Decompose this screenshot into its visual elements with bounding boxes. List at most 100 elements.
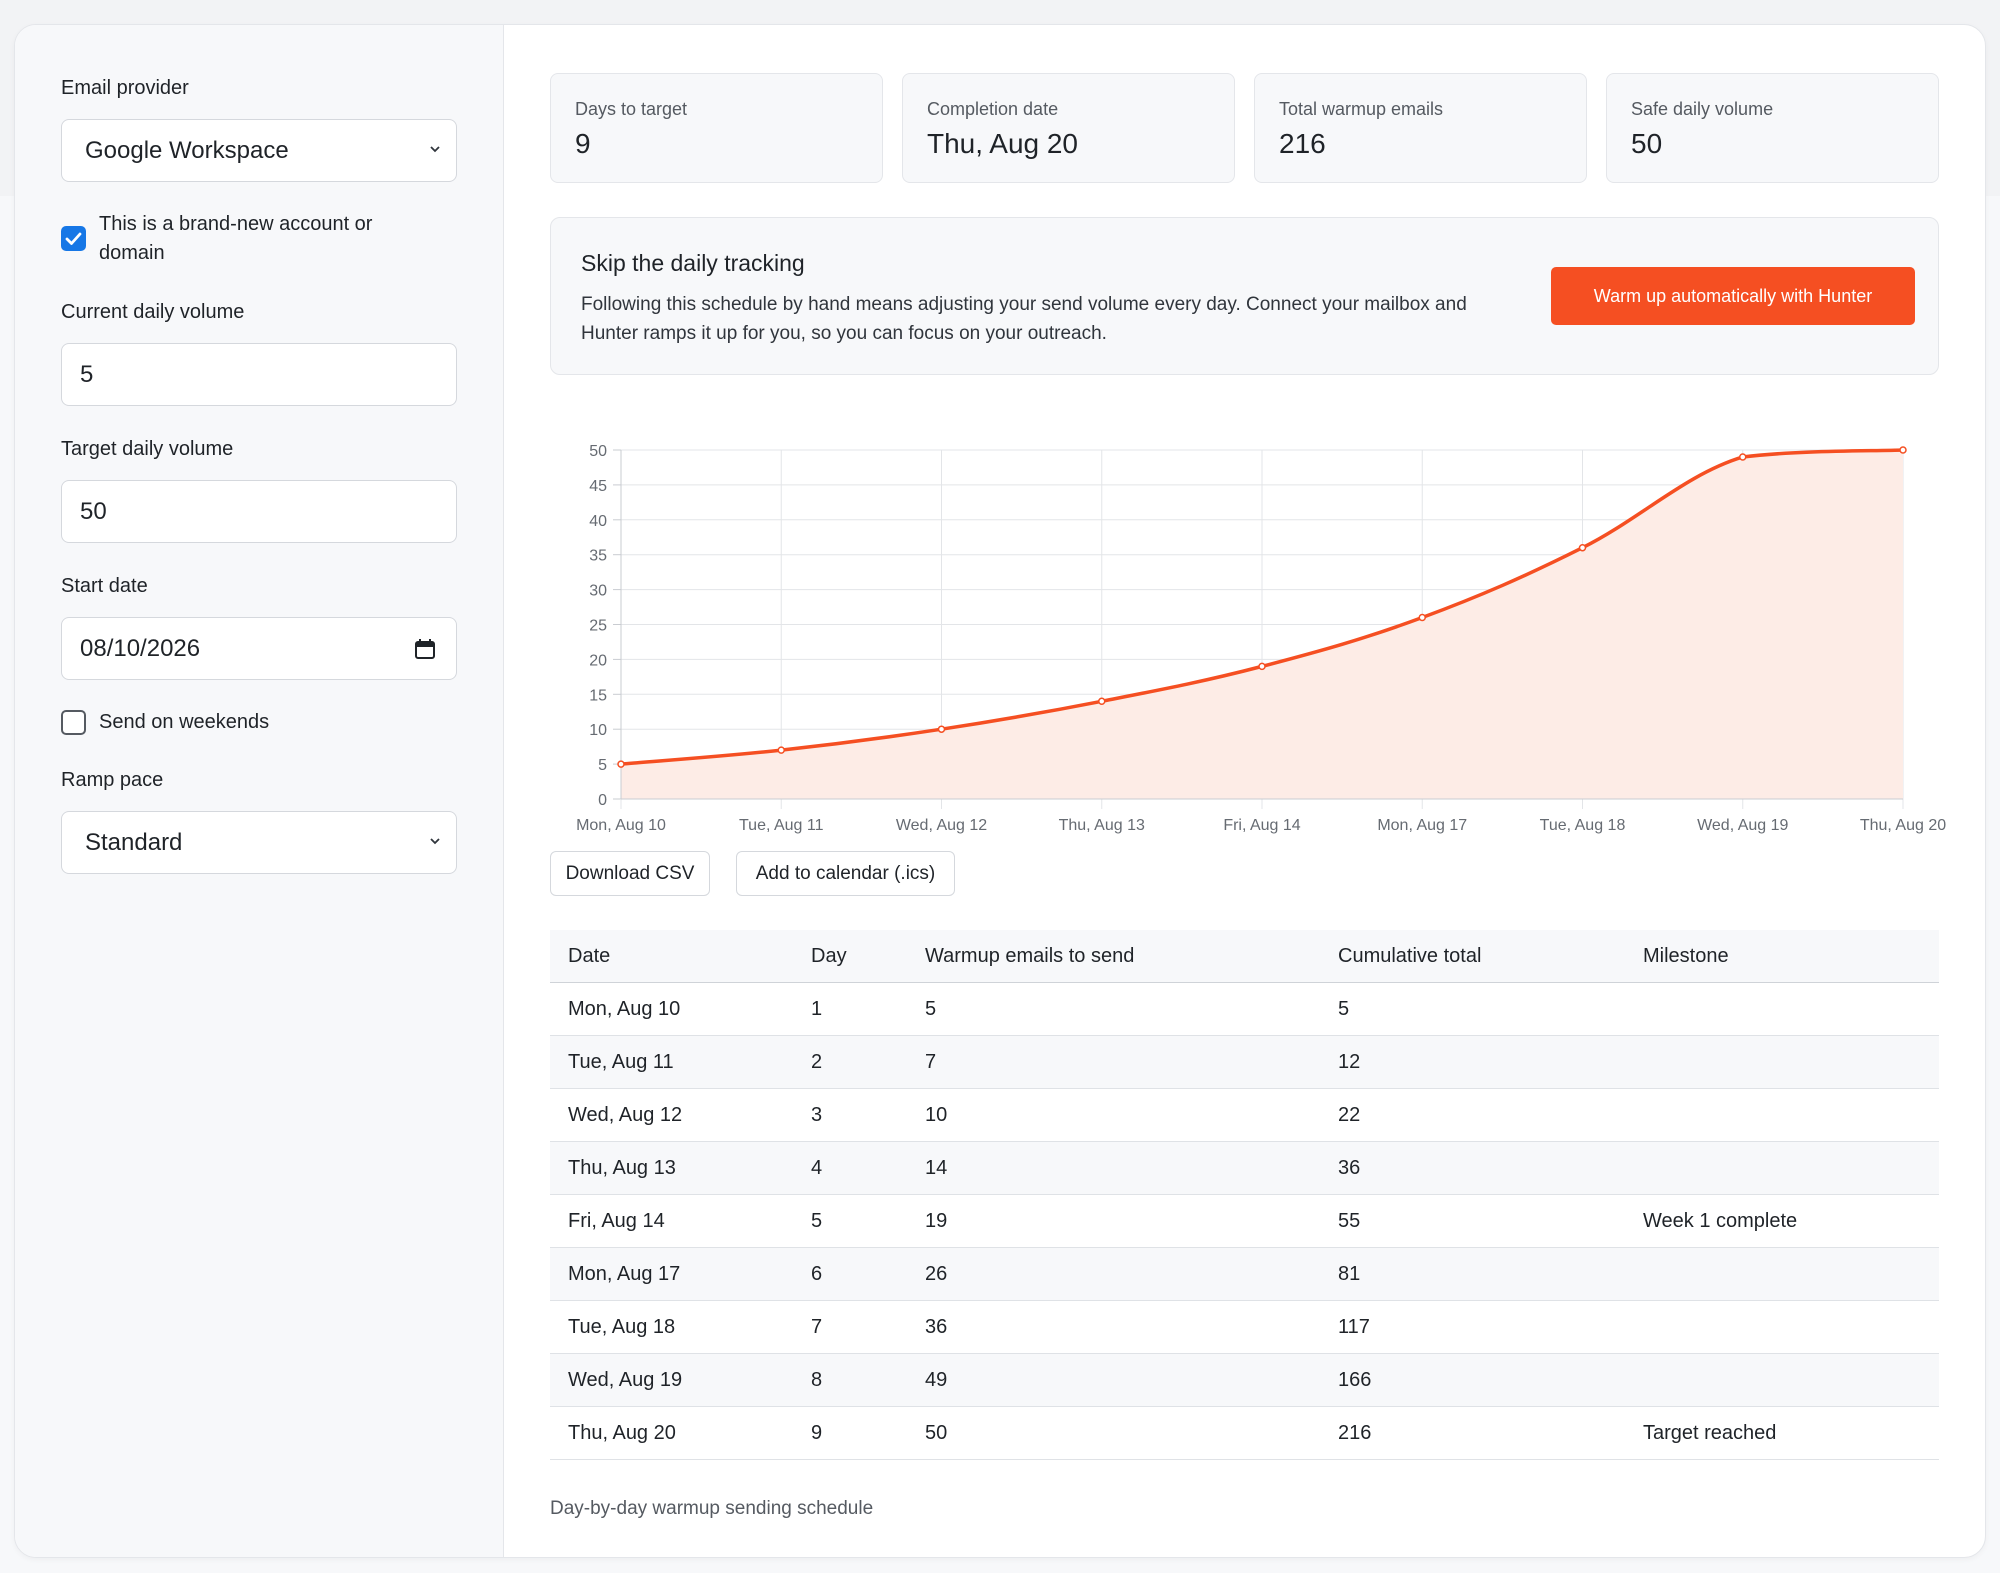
cell-date: Thu, Aug 20 [568,1421,676,1444]
cell-cumulative: 36 [1338,1156,1361,1179]
stat-label: Safe daily volume [1631,99,1774,119]
chart-data-point [1418,613,1426,622]
provider-select[interactable]: Google Workspace [61,119,457,182]
warm-up-automatically-button[interactable]: Warm up automatically with Hunter [1551,267,1915,325]
cell-milestone: Target reached [1643,1421,1777,1444]
cell-cumulative: 216 [1338,1421,1372,1444]
start-date-input[interactable]: 08/10/2026 [61,617,457,680]
current-volume-value: 5 [80,360,94,388]
chart-x-tick-label: Tue, Aug 18 [1540,817,1626,834]
table-row: Thu, Aug 13 4 14 36 [550,1142,1939,1195]
add-to-calendar-button[interactable]: Add to calendar (.ics) [736,851,955,896]
start-date-label: Start date [61,575,148,597]
chart-data-point [1578,543,1587,552]
table-body: Mon, Aug 10 1 5 5 Tue, Aug 11 2 7 12 Wed, Aug 12… [550,983,1939,1460]
chart-data-point [1258,662,1266,671]
column-header-emails: Warmup emails to send [925,944,1135,967]
chart-y-tick-label: 5 [598,757,607,774]
cell-day: 8 [811,1368,823,1391]
chart-data-point [1739,453,1747,461]
cell-emails: 5 [925,997,937,1020]
cell-emails: 14 [925,1156,948,1179]
stat-safe-daily-volume: Safe daily volume 50 [1606,73,1939,183]
stat-value: 216 [1279,128,1326,159]
chart-y-tick-label: 50 [589,443,607,460]
column-header-day: Day [811,944,847,967]
chevron-down-icon [430,838,440,845]
cell-date: Tue, Aug 18 [568,1315,676,1338]
cell-day: 6 [811,1262,823,1285]
automation-promo: Skip the daily tracking Following this s… [550,217,1939,375]
results-panel: Days to target 9 Completion date Thu, Au… [504,25,1985,1557]
warmup-calculator-card: Email provider Google Workspace This is … [14,24,1986,1558]
chart-y-tick-label: 15 [589,687,607,704]
cell-emails: 19 [925,1209,948,1232]
cell-cumulative: 55 [1338,1209,1361,1232]
cell-date: Thu, Aug 13 [568,1156,676,1179]
cell-cumulative: 5 [1338,997,1350,1020]
cell-cumulative: 12 [1338,1050,1361,1073]
ramp-pace-label: Ramp pace [61,769,164,791]
weekends-label: Send on weekends [99,711,270,733]
provider-label: Email provider [61,77,189,99]
cell-day: 4 [811,1156,823,1179]
stat-value: 9 [575,128,591,159]
cell-cumulative: 81 [1338,1262,1361,1285]
table-row: Tue, Aug 18 7 36 117 [550,1301,1939,1354]
chart-x-tick-label: Mon, Aug 10 [576,817,666,834]
ramp-pace-select[interactable]: Standard [61,811,457,874]
cell-day: 2 [811,1050,823,1073]
table-row: Thu, Aug 20 9 50 216 Target reached [550,1407,1939,1460]
cell-emails: 36 [925,1315,948,1338]
chart-x-tick-label: Tue, Aug 11 [739,817,824,834]
stat-total-emails: Total warmup emails 216 [1254,73,1587,183]
stat-label: Total warmup emails [1279,99,1444,119]
chart-y-tick-label: 10 [589,722,607,739]
cell-emails: 50 [925,1421,948,1444]
current-volume-input[interactable]: 5 [61,343,457,406]
cell-date: Wed, Aug 12 [568,1103,683,1126]
download-csv-button[interactable]: Download CSV [550,851,710,896]
promo-text: Following this schedule by hand means ad… [581,294,1467,344]
chart-x-tick-label: Wed, Aug 19 [1697,817,1788,834]
table-caption: Day-by-day warmup sending schedule [550,1498,874,1519]
stat-completion-date: Completion date Thu, Aug 20 [902,73,1235,183]
chart-x-tick-label: Thu, Aug 13 [1059,817,1145,834]
calendar-icon[interactable] [414,638,436,660]
target-volume-input[interactable]: 50 [61,480,457,543]
table-row: Wed, Aug 12 3 10 22 [550,1089,1939,1142]
chart-data-point [1098,697,1106,706]
cell-cumulative: 166 [1338,1368,1372,1391]
cell-date: Tue, Aug 11 [568,1050,674,1073]
schedule-table: Date Day Warmup emails to send Cumulativ… [550,930,1939,1460]
brand-new-checkbox[interactable] [61,226,86,251]
stat-value: Thu, Aug 20 [927,128,1079,159]
weekends-checkbox[interactable] [61,710,86,735]
warmup-volume-chart: 0 5 10 15 20 25 30 35 40 45 50 Mon, Aug 10 Tue, Aug … [576,443,1946,834]
chart-x-tick-label: Mon, Aug 17 [1377,817,1467,834]
chevron-down-icon [430,146,440,153]
stat-days-to-target: Days to target 9 [550,73,883,183]
cell-date: Mon, Aug 17 [568,1262,681,1285]
cell-emails: 49 [925,1368,948,1391]
provider-select-value: Google Workspace [85,136,289,164]
cell-date: Mon, Aug 10 [568,997,681,1020]
chart-x-tick-label: Fri, Aug 14 [1223,817,1300,834]
chart-y-tick-label: 20 [589,652,607,669]
cell-milestone: Week 1 complete [1643,1209,1798,1232]
checkmark-icon [65,232,82,245]
cell-day: 3 [811,1103,823,1126]
cell-day: 9 [811,1421,823,1444]
stat-value: 50 [1631,128,1663,159]
chart-y-tick-label: 45 [589,478,607,495]
table-header-row: Date Day Warmup emails to send Cumulativ… [550,930,1939,983]
table-row: Tue, Aug 11 2 7 12 [550,1036,1939,1089]
chart-data-point [937,725,946,733]
cell-cumulative: 22 [1338,1103,1361,1126]
cell-emails: 7 [925,1050,937,1073]
column-header-date: Date [568,944,611,967]
target-volume-label: Target daily volume [61,438,234,460]
column-header-milestone: Milestone [1643,944,1729,967]
cell-day: 1 [811,997,823,1020]
table-row: Mon, Aug 10 1 5 5 [550,983,1939,1036]
